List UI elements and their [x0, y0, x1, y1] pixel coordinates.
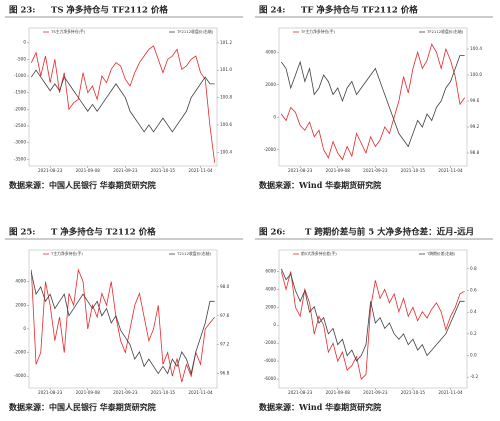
y-tick-label: 0	[23, 40, 26, 45]
series-line	[31, 69, 215, 133]
plot-frame	[28, 249, 218, 389]
y2-tick-label: 97.2	[220, 342, 230, 347]
y-tick-label: -2500	[14, 123, 27, 128]
legend-label: TF主力净多持仓(手)	[300, 29, 336, 34]
source: 数据来源：中国人民银行 华泰期货研究院	[9, 180, 156, 190]
y2-tick-label: -0.2	[470, 374, 479, 379]
y2-tick-label: 100.4	[470, 46, 482, 51]
x-tick-label: 2021-08-23	[38, 390, 63, 395]
y2-tick-label: 100.4	[220, 149, 232, 154]
y-tick-label: -3000	[14, 140, 27, 145]
y2-tick-label: 100.6	[220, 122, 232, 127]
series-line	[30, 45, 216, 163]
series-line	[30, 272, 215, 376]
x-tick-label: 2021-11-04	[188, 390, 213, 395]
y2-tick-label: 99.6	[470, 98, 480, 103]
x-tick-label: 2021-09-08	[326, 390, 351, 395]
y2-tick-label: 101.0	[220, 67, 232, 72]
legend-label: T2112收盘价(右轴)	[176, 251, 211, 256]
x-tick-label: 2021-10-15	[401, 390, 426, 395]
legend-label: TF2112收盘价(右轴)	[176, 29, 214, 34]
x-tick-label: 2021-08-23	[288, 390, 313, 395]
y-tick-label: 2000	[15, 302, 26, 307]
y-tick-label: 2000	[265, 82, 276, 87]
y2-tick-label: 99.2	[470, 124, 480, 129]
x-tick-label: 2021-10-15	[151, 168, 176, 173]
x-tick-label: 2021-11-04	[438, 168, 463, 173]
legend-label: T主力净多持仓(手)	[50, 251, 83, 256]
y-tick-label: 4000	[265, 286, 276, 291]
legend-label: T跨期价差(右轴)	[426, 251, 456, 256]
figure-label: 图 25:	[9, 228, 35, 238]
series-line	[280, 268, 465, 362]
legend-label: 前5大净多持仓差(手)	[301, 251, 337, 256]
y2-tick-label: 100.0	[470, 72, 482, 77]
y2-tick-label: 0.0	[470, 353, 477, 358]
figure-label: 图 26:	[259, 228, 285, 238]
y-tick-label: -2000	[264, 147, 277, 152]
y2-tick-label: 98.0	[220, 284, 230, 289]
x-tick-label: 2021-10-15	[401, 168, 426, 173]
y-tick-label: 0	[273, 322, 276, 327]
y-tick-label: 6000	[265, 268, 276, 273]
legend-label: TF2112收盘价(右轴)	[426, 29, 464, 34]
plot-frame	[278, 249, 468, 389]
y2-tick-label: 0.2	[470, 331, 477, 336]
x-tick-label: 2021-09-23	[363, 168, 388, 173]
x-tick-label: 2021-11-04	[188, 168, 213, 173]
x-tick-label: 2021-09-08	[76, 390, 101, 395]
y-tick-label: -4000	[264, 358, 277, 363]
y2-tick-label: 98.8	[470, 150, 480, 155]
chart-title: T 跨期价差与前 5 大净多持仓差：近月-远月	[305, 227, 474, 238]
source: 数据来源：中国人民银行 华泰期货研究院	[9, 402, 156, 412]
y-tick-label: -1500	[14, 90, 27, 95]
y-tick-label: 0	[273, 114, 276, 119]
series-line	[280, 271, 465, 380]
y-tick-label: -4000	[14, 373, 27, 378]
chart-title: TS 净多持仓与 TF2112 价格	[51, 5, 168, 16]
x-tick-label: 2021-08-23	[288, 168, 313, 173]
plot-frame	[278, 27, 468, 167]
figure-label: 图 23:	[9, 6, 35, 16]
y-tick-label: 4000	[15, 279, 26, 284]
x-tick-label: 2021-10-15	[151, 390, 176, 395]
series-line	[30, 268, 215, 383]
series-line	[281, 55, 465, 148]
y-tick-label: 4000	[265, 49, 276, 54]
y2-tick-label: 0.8	[470, 266, 477, 271]
x-tick-label: 2021-11-04	[438, 390, 463, 395]
x-tick-label: 2021-09-23	[363, 390, 388, 395]
y2-tick-label: 101.2	[220, 40, 232, 45]
y-tick-label: 0	[23, 326, 26, 331]
x-tick-label: 2021-09-23	[113, 168, 138, 173]
y2-tick-label: 96.8	[220, 371, 230, 376]
y-tick-label: -2000	[264, 340, 277, 345]
plot-frame	[28, 27, 218, 167]
y-tick-label: -500	[16, 56, 26, 61]
legend-label: TS主力净多持仓(手)	[50, 29, 86, 34]
chart-title: TF 净多持仓与 TF2112 价格	[301, 5, 418, 16]
y-tick-label: -6000	[264, 376, 277, 381]
x-tick-label: 2021-08-23	[38, 168, 63, 173]
y-tick-label: -2000	[14, 350, 27, 355]
y-tick-label: 2000	[265, 304, 276, 309]
source: 数据来源：Wind 华泰期货研究院	[259, 180, 381, 190]
y2-tick-label: 100.8	[220, 95, 232, 100]
y2-tick-label: 0.6	[470, 288, 477, 293]
figure-label: 图 24:	[259, 6, 285, 16]
source: 数据来源：Wind 华泰期货研究院	[259, 402, 381, 412]
y-tick-label: -3500	[14, 156, 27, 161]
x-tick-label: 2021-09-23	[113, 390, 138, 395]
chart-title: T 净多持仓与 T2112 价格	[51, 227, 156, 238]
x-tick-label: 2021-09-08	[326, 168, 351, 173]
y-tick-label: -1000	[14, 73, 27, 78]
y2-tick-label: 97.6	[220, 313, 230, 318]
y-tick-label: -2000	[14, 106, 27, 111]
series-line	[281, 43, 465, 161]
x-tick-label: 2021-09-08	[76, 168, 101, 173]
y2-tick-label: 0.4	[470, 309, 477, 314]
